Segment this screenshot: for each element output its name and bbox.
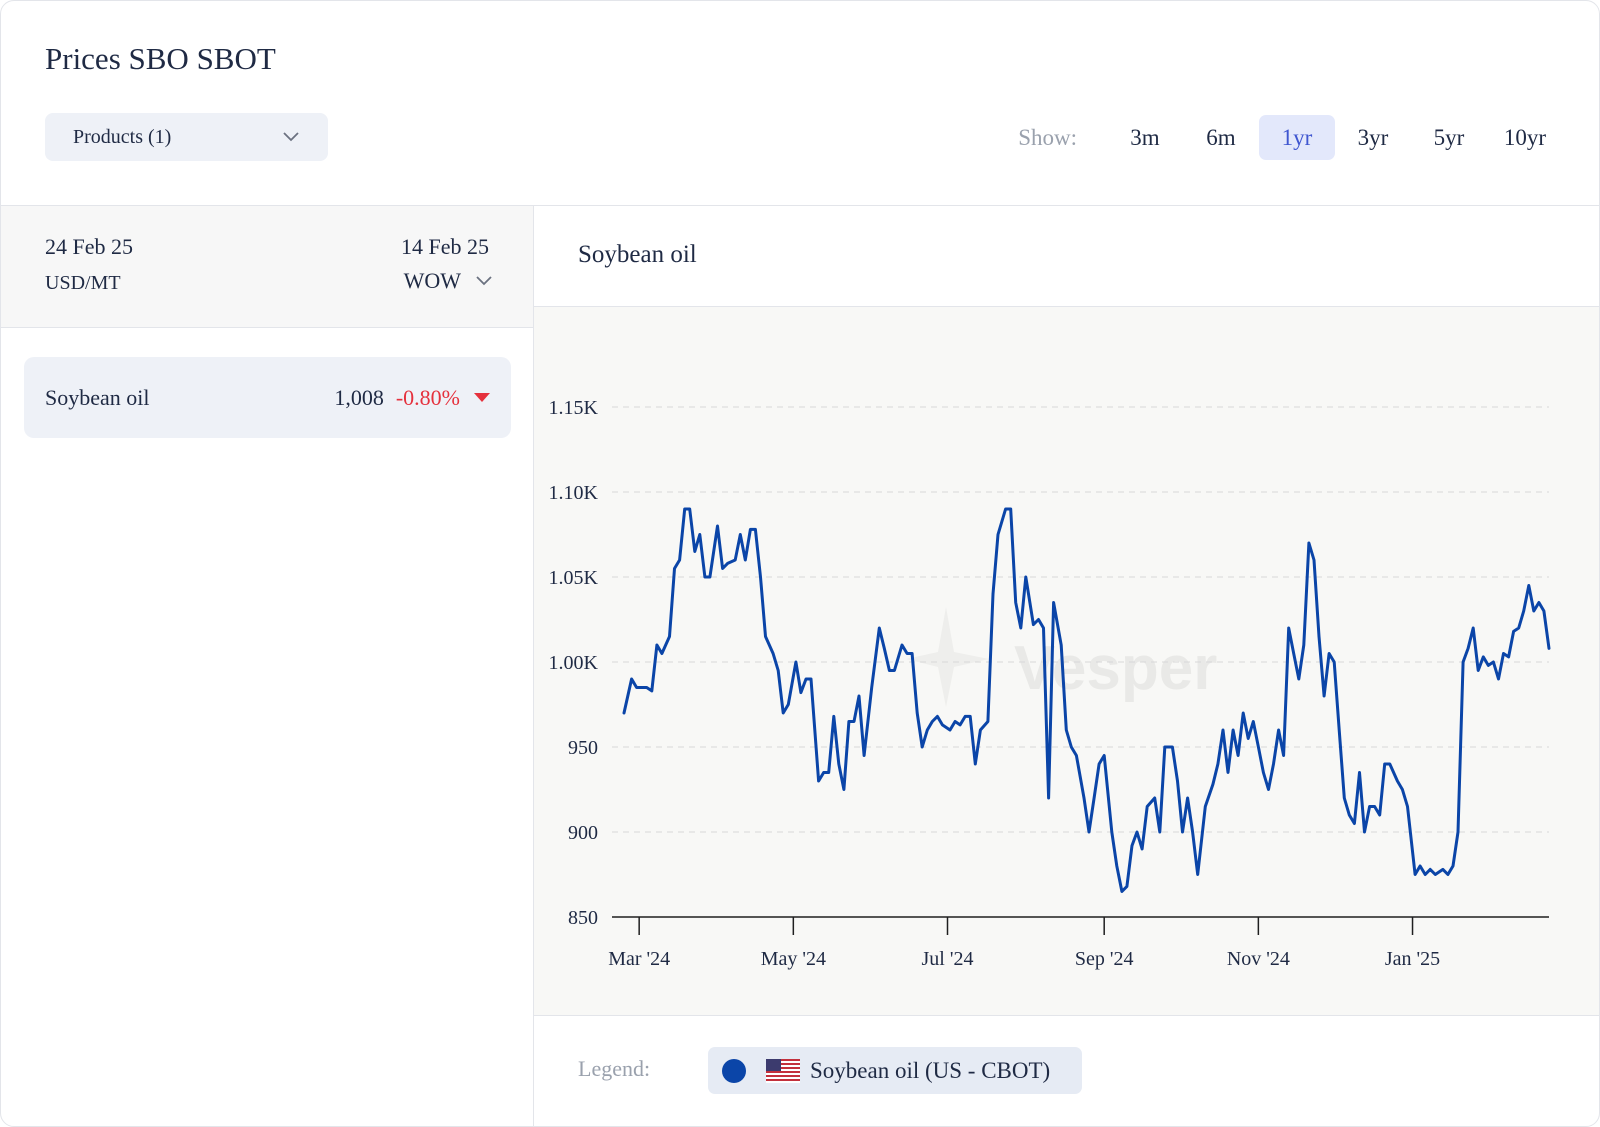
products-dropdown-label: Products (1) [73, 125, 172, 148]
caret-down-icon [474, 392, 490, 402]
range-10yr[interactable]: 10yr [1503, 124, 1547, 150]
range-5yr[interactable]: 5yr [1433, 124, 1465, 150]
y-tick-label: 1.05K [549, 567, 599, 589]
legend-entry-label: Soybean oil (US - CBOT) [810, 1057, 1051, 1083]
header-divider [1, 205, 1599, 206]
chevron-down-icon [283, 132, 299, 142]
series-line [622, 507, 1551, 893]
y-tick-label: 1.15K [549, 397, 599, 419]
y-tick-label: 900 [568, 822, 598, 844]
chart-area: Vesper 850 900 950 1.00K 1.05K 1.10K 1.15K Mar … [534, 307, 1599, 1015]
chevron-down-icon [476, 276, 492, 286]
unit-label: USD/MT [45, 272, 121, 294]
product-change: -0.80% [395, 384, 460, 410]
us-flag-icon [766, 1058, 800, 1083]
range-selector: Show: 3m 6m 1yr 3yr 5yr 10yr [1018, 115, 1563, 160]
panel-divider [533, 206, 534, 1126]
y-tick-label: 1.00K [549, 652, 599, 674]
series-color-dot [722, 1058, 746, 1083]
list-item[interactable]: Soybean oil 1,008 -0.80% [24, 357, 511, 438]
range-3yr[interactable]: 3yr [1357, 124, 1389, 150]
x-tick-label: May '24 [761, 948, 826, 970]
current-date: 24 Feb 25 [45, 234, 133, 259]
compare-mode-dropdown[interactable]: WOW [404, 268, 493, 294]
y-tick-label: 1.10K [549, 482, 599, 504]
left-panel-header: 24 Feb 25 USD/MT 14 Feb 25 WOW [1, 206, 533, 327]
legend-label: Legend: [578, 1056, 651, 1081]
chart-header-divider [534, 306, 1599, 307]
x-tick-label: Jul '24 [922, 948, 974, 970]
legend-divider [534, 1015, 1599, 1016]
compare-mode-label: WOW [403, 268, 461, 293]
y-tick-label: 950 [568, 737, 598, 759]
y-tick-label: 850 [568, 907, 598, 929]
show-label: Show: [1018, 124, 1077, 150]
watermark-text: Vesper [1014, 634, 1217, 703]
watermark-star-icon [906, 607, 989, 707]
x-tick-label: Sep '24 [1075, 948, 1134, 970]
x-tick-label: Jan '25 [1385, 948, 1440, 970]
product-name: Soybean oil [45, 384, 150, 410]
compare-date: 14 Feb 25 [401, 234, 489, 259]
x-tick-label: Nov '24 [1227, 948, 1290, 970]
x-tick-label: Mar '24 [608, 948, 670, 970]
legend-entry[interactable]: Soybean oil (US - CBOT) [708, 1047, 1082, 1094]
page-title: Prices SBO SBOT [45, 41, 276, 76]
product-price: 1,008 [334, 384, 384, 410]
left-header-divider [1, 327, 533, 328]
products-dropdown[interactable]: Products (1) [45, 113, 328, 161]
range-1yr[interactable]: 1yr [1259, 115, 1335, 160]
range-3m[interactable]: 3m [1130, 124, 1160, 150]
price-line-chart: Vesper 850 900 950 1.00K 1.05K 1.10K 1.15K Mar … [549, 397, 1551, 970]
range-6m[interactable]: 6m [1206, 124, 1236, 150]
chart-title: Soybean oil [578, 241, 697, 268]
